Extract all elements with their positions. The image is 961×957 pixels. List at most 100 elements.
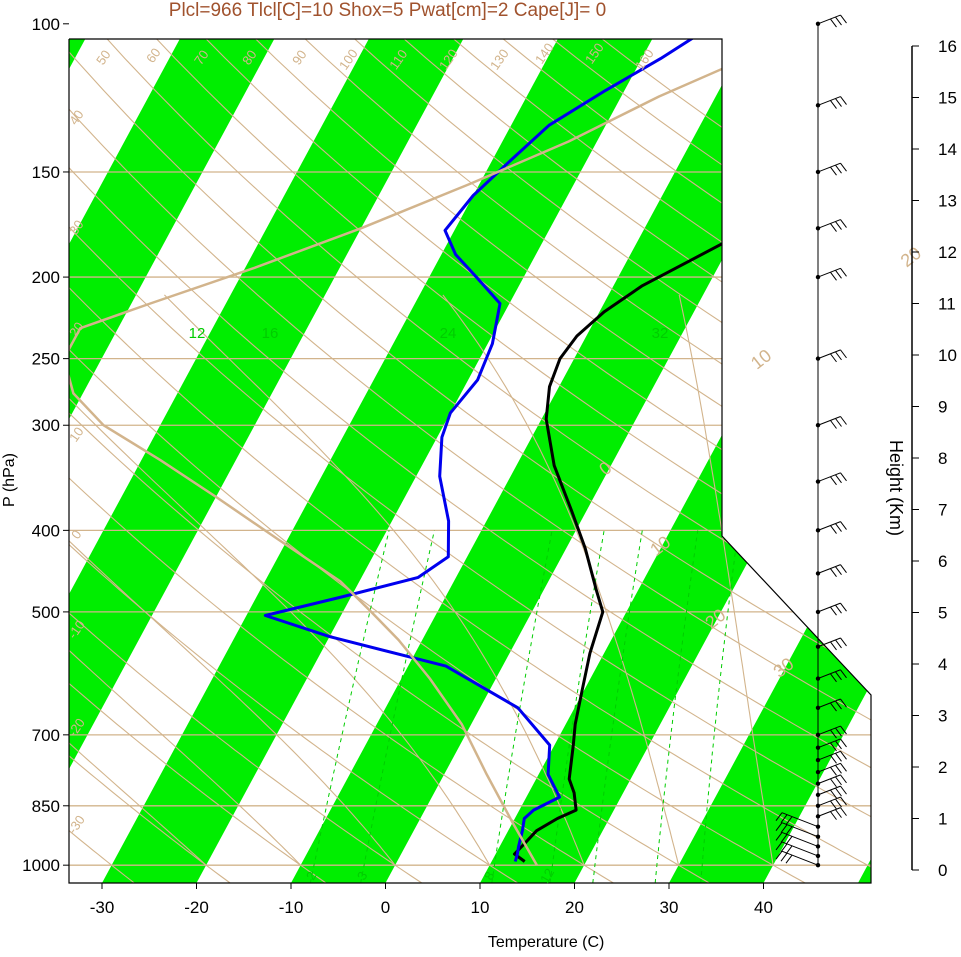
adiabat-label: 80 bbox=[239, 47, 260, 67]
wind-barb bbox=[815, 416, 847, 429]
wind-barb bbox=[815, 669, 847, 683]
dry-adiabat bbox=[141, 39, 871, 883]
mixing-label: 12 bbox=[537, 866, 557, 886]
wind-barb bbox=[815, 564, 847, 577]
wind-barb bbox=[815, 267, 847, 281]
isotherm-band bbox=[102, 39, 661, 883]
dry-adiabat bbox=[69, 39, 135, 883]
adiabat-label: 40 bbox=[66, 107, 87, 127]
x-tick-label: -20 bbox=[184, 898, 209, 917]
wind-barb bbox=[815, 96, 847, 109]
isotherm-band bbox=[69, 39, 283, 883]
dry-adiabat bbox=[190, 39, 871, 883]
moist-adiabat bbox=[442, 294, 680, 866]
moist-adiabat bbox=[678, 294, 774, 866]
x-tick-label: 40 bbox=[754, 898, 773, 917]
wind-barb bbox=[815, 349, 847, 363]
height-tick-label: 8 bbox=[938, 449, 947, 468]
wind-barb bbox=[815, 774, 847, 788]
plot-frame bbox=[68, 38, 872, 884]
mixing-label: 32 bbox=[652, 325, 669, 342]
adiabat-label: 10 bbox=[66, 424, 87, 444]
y-tick-label: 200 bbox=[32, 268, 60, 287]
wind-barb bbox=[775, 831, 821, 849]
height-tick-label: 5 bbox=[938, 604, 947, 623]
wind-barb bbox=[815, 162, 847, 176]
y-axis-title: P (hPa) bbox=[1, 453, 18, 507]
x-tick-label: 20 bbox=[565, 898, 584, 917]
dewpoint-line bbox=[263, 39, 705, 862]
y-tick-label: 150 bbox=[32, 163, 60, 182]
wind-barb bbox=[775, 841, 821, 859]
adiabat-label: 90 bbox=[289, 47, 310, 67]
height-tick-label: 10 bbox=[938, 346, 957, 365]
wind-barb bbox=[775, 850, 821, 868]
dry-adiabat bbox=[69, 39, 423, 883]
wind-barb bbox=[815, 785, 847, 799]
mixing-label: 16 bbox=[262, 325, 279, 342]
height-tick-label: 9 bbox=[938, 398, 947, 417]
isotherm-band bbox=[291, 39, 850, 883]
moist-adiabat bbox=[69, 294, 491, 866]
mixing-ratio-line bbox=[309, 530, 390, 883]
moist-adiabat bbox=[69, 294, 301, 866]
y-tick-label: 700 bbox=[32, 726, 60, 745]
wind-barb bbox=[815, 738, 847, 752]
adiabat-label: 30 bbox=[66, 217, 87, 237]
wind-barb bbox=[815, 472, 847, 486]
adiabat-label: -30 bbox=[65, 812, 88, 836]
dry-adiabat bbox=[69, 39, 806, 883]
moist-adiabat bbox=[69, 294, 207, 866]
y-tick-label: 250 bbox=[32, 350, 60, 369]
adiabat-label: 20 bbox=[66, 319, 87, 339]
height-tick-label: 0 bbox=[938, 861, 947, 880]
y-tick-label: 300 bbox=[32, 416, 60, 435]
dry-adiabat bbox=[69, 39, 871, 883]
mixing-ratio-line bbox=[549, 530, 605, 883]
wind-barb bbox=[815, 637, 847, 651]
dry-adiabat bbox=[69, 39, 327, 883]
dry-adiabat bbox=[69, 39, 871, 883]
height-tick-label: 12 bbox=[938, 243, 957, 262]
height-tick-label: 14 bbox=[938, 140, 957, 159]
height-tick-label: 1 bbox=[938, 810, 947, 829]
height-tick-label: 6 bbox=[938, 552, 947, 571]
height-tick-label: 7 bbox=[938, 501, 947, 520]
x-tick-label: -10 bbox=[279, 898, 304, 917]
dry-adiabat bbox=[69, 39, 518, 883]
x-tick-label: 10 bbox=[471, 898, 490, 917]
dry-adiabat bbox=[69, 39, 871, 883]
wind-barb bbox=[815, 14, 847, 28]
height-tick-label: 11 bbox=[938, 295, 956, 314]
mixing-label: 12 bbox=[189, 325, 206, 342]
y-tick-label: 1000 bbox=[22, 856, 60, 875]
adiabat-label: 70 bbox=[191, 47, 212, 67]
mixing-ratio-line bbox=[360, 530, 435, 883]
mixing-ratio-line bbox=[654, 530, 699, 883]
mixing-label: 24 bbox=[440, 325, 457, 342]
wind-barb bbox=[815, 796, 847, 810]
wind-barb bbox=[815, 602, 847, 616]
height-tick-label: 16 bbox=[938, 37, 957, 56]
height-axis-title: Height (Km) bbox=[886, 440, 906, 536]
dry-adiabat bbox=[239, 39, 871, 883]
mixing-ratio-line bbox=[491, 530, 553, 883]
wind-barb bbox=[815, 725, 847, 739]
isotherm-band bbox=[669, 39, 871, 883]
height-tick-label: 15 bbox=[938, 89, 957, 108]
y-tick-label: 850 bbox=[32, 797, 60, 816]
mixing-ratio-line bbox=[592, 530, 643, 883]
wind-barb bbox=[815, 521, 847, 534]
y-tick-label: 500 bbox=[32, 603, 60, 622]
height-tick-label: 13 bbox=[938, 192, 957, 211]
adiabat-label: 0 bbox=[68, 527, 84, 542]
dry-adiabat bbox=[69, 39, 710, 883]
chart-title: Plcl=966 Tlcl[C]=10 Shox=5 Pwat[cm]=2 Ca… bbox=[168, 0, 607, 21]
adiabat-label: 50 bbox=[93, 47, 114, 67]
adiabat-label: 130 bbox=[487, 46, 512, 72]
wind-barb bbox=[775, 812, 821, 829]
dry-adiabat bbox=[69, 39, 614, 883]
y-tick-label: 400 bbox=[32, 521, 60, 540]
wind-barb bbox=[815, 698, 847, 712]
